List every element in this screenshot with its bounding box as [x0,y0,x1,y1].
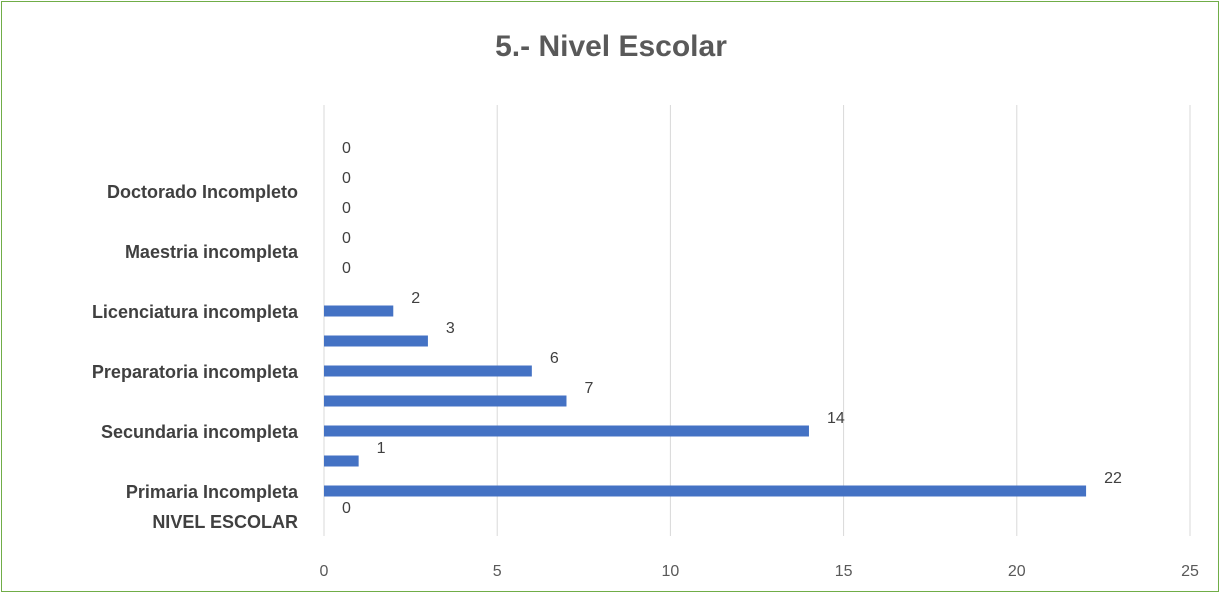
bar [324,365,532,377]
category-label: Doctorado Incompleto [107,182,298,202]
x-tick-label: 10 [662,563,680,580]
x-tick-label: 25 [1181,563,1199,580]
data-label: 6 [550,350,559,367]
x-tick-label: 20 [1008,563,1026,580]
bar [324,395,567,407]
data-label: 14 [827,410,845,427]
category-label: Maestria incompleta [125,242,299,262]
data-label: 1 [377,440,386,457]
data-label: 3 [446,320,455,337]
bar [324,455,359,467]
data-label: 2 [411,290,420,307]
data-label: 22 [1104,470,1122,487]
category-label: Primaria Incompleta [126,482,299,502]
data-label: 0 [342,500,351,517]
bar [324,335,428,347]
data-label: 0 [342,170,351,187]
data-label: 0 [342,200,351,217]
bar [324,305,394,317]
chart-title: 5.- Nivel Escolar [495,30,727,63]
data-label: 0 [342,140,351,157]
x-tick-label: 0 [320,563,329,580]
data-label: 0 [342,230,351,247]
x-tick-label: 15 [835,563,853,580]
data-label: 0 [342,260,351,277]
category-label: Licenciatura incompleta [92,302,299,322]
bar [324,425,809,437]
category-label: Secundaria incompleta [101,422,299,442]
category-label: NIVEL ESCOLAR [152,512,298,532]
data-label: 7 [584,380,593,397]
category-label: Preparatoria incompleta [92,362,299,382]
x-tick-label: 5 [493,563,502,580]
bar [324,485,1087,497]
